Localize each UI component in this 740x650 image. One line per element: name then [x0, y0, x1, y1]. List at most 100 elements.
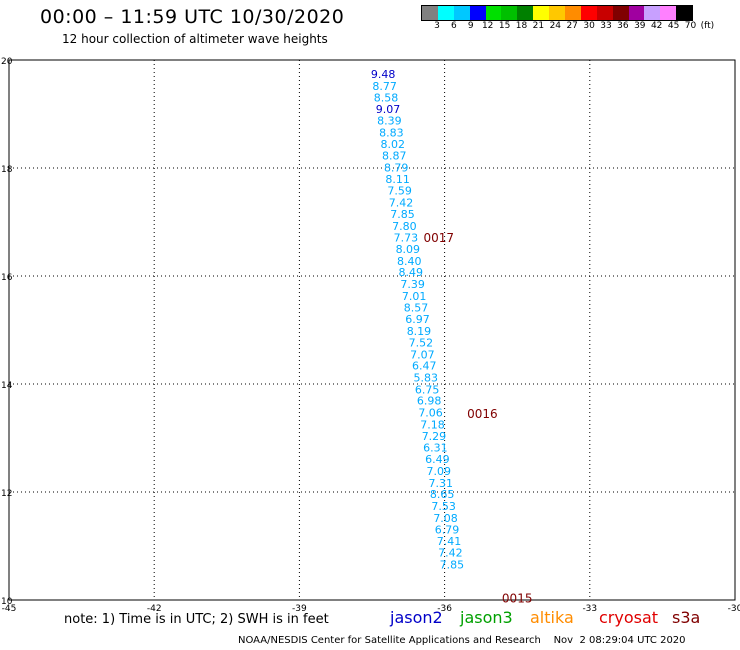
wave-height-value: 7.53: [431, 500, 456, 513]
wave-height-value: 7.09: [427, 465, 452, 478]
chart-title: 00:00 – 11:59 UTC 10/30/2020: [40, 6, 345, 28]
color-legend-label: 6: [451, 21, 457, 31]
color-swatch: [422, 6, 438, 20]
color-legend-label: 42: [650, 21, 663, 31]
legend-jason2: jason2: [390, 608, 443, 627]
wave-height-value: 6.97: [405, 313, 430, 326]
color-swatch: [644, 6, 661, 20]
wave-height-value: 9.07: [376, 103, 401, 116]
color-swatch: [469, 6, 486, 20]
color-legend-label: 21: [532, 21, 545, 31]
wave-height-value: 7.85: [390, 208, 415, 221]
wave-height-value: 8.58: [374, 91, 399, 104]
wave-height-value: 7.29: [422, 430, 447, 443]
y-tick-label: 12: [1, 489, 12, 499]
color-legend-label: 30: [583, 21, 595, 31]
wave-height-value: 8.39: [377, 114, 402, 127]
color-swatch: [676, 6, 693, 20]
y-tick-label: 20: [1, 57, 13, 67]
wave-height-value: 7.31: [428, 477, 453, 490]
credit-line: NOAA/NESDIS Center for Satellite Applica…: [238, 635, 686, 646]
color-legend-label: (ft): [700, 21, 715, 31]
wave-height-value: 8.57: [404, 301, 429, 314]
x-tick-label: -45: [2, 604, 17, 614]
wave-height-value: 6.49: [425, 453, 450, 466]
color-legend-label: 45: [667, 21, 680, 31]
wave-height-value: 6.98: [417, 395, 442, 408]
wave-height-value: 8.87: [382, 150, 407, 163]
pass-time-label: 0016: [467, 407, 498, 421]
wave-height-value: 7.59: [387, 185, 412, 198]
color-legend-bar: [421, 5, 694, 21]
color-legend-label: 24: [549, 21, 562, 31]
map-frame: [8, 59, 736, 601]
x-tick-label: -33: [582, 604, 597, 614]
wave-height-value: 8.02: [381, 138, 406, 151]
wave-height-value: 7.42: [438, 546, 463, 559]
x-tick-label: -42: [147, 604, 162, 614]
wave-height-value: 9.48: [371, 68, 396, 81]
wave-height-value: 7.73: [394, 232, 419, 245]
color-legend-label: 70: [684, 21, 697, 31]
legend-cryosat: cryosat: [599, 608, 659, 627]
wave-height-value: 7.08: [433, 512, 458, 525]
wave-height-value: 8.19: [407, 325, 432, 338]
wave-height-value: 7.07: [410, 348, 435, 361]
footer-note: note: 1) Time is in UTC; 2) SWH is in fe…: [64, 612, 329, 627]
color-swatch: [612, 6, 629, 20]
wave-height-value: 6.47: [412, 360, 437, 373]
y-tick-label: 18: [1, 165, 13, 175]
pass-time-label: 0017: [424, 231, 455, 245]
wave-height-value: 7.85: [440, 558, 465, 571]
color-swatch: [565, 6, 581, 20]
wave-height-value: 8.49: [398, 266, 423, 279]
wave-height-value: 8.09: [396, 243, 421, 256]
wave-height-value: 7.42: [389, 197, 414, 210]
wave-height-value: 7.52: [409, 336, 434, 349]
wave-height-value: 6.75: [415, 383, 440, 396]
x-tick-label: -39: [292, 604, 307, 614]
color-swatch: [485, 6, 502, 20]
color-swatch: [660, 6, 677, 20]
pass-time-label: 0015: [502, 591, 533, 605]
wave-height-value: 6.31: [423, 442, 448, 455]
y-tick-label: 16: [1, 273, 13, 283]
color-swatch: [596, 6, 613, 20]
color-legend-label: 15: [498, 21, 511, 31]
wave-height-value: 7.01: [402, 290, 427, 303]
wave-height-value: 7.39: [400, 278, 425, 291]
y-tick-label: 10: [1, 597, 13, 607]
color-legend-label: 36: [617, 21, 629, 31]
color-legend-label: 33: [600, 21, 612, 31]
color-legend-label: 12: [481, 21, 494, 31]
y-tick-label: 14: [1, 381, 13, 391]
x-tick-label: -36: [437, 604, 452, 614]
color-legend-label: 9: [467, 21, 474, 31]
wave-height-value: 6.79: [435, 523, 460, 536]
wave-height-value: 8.83: [379, 126, 404, 139]
color-swatch: [628, 6, 645, 20]
color-swatch: [453, 6, 470, 20]
wave-height-value: 7.18: [420, 419, 445, 432]
wave-height-value: 8.11: [385, 173, 410, 186]
wave-height-value: 7.80: [392, 220, 417, 233]
color-swatch: [501, 6, 518, 20]
legend-altika: altika: [530, 608, 574, 627]
wave-height-value: 8.65: [430, 488, 455, 501]
legend-jason3: jason3: [460, 608, 513, 627]
x-tick-label: -30: [728, 604, 740, 614]
wave-height-value: 8.40: [397, 255, 422, 268]
color-swatch: [437, 6, 454, 20]
wave-height-value: 5.83: [413, 372, 438, 385]
color-swatch: [580, 6, 597, 20]
wave-height-value: 8.79: [384, 161, 409, 174]
color-legend-label: 27: [566, 21, 578, 31]
color-swatch: [549, 6, 566, 20]
color-swatch: [533, 6, 550, 20]
chart-subtitle: 12 hour collection of altimeter wave hei…: [62, 32, 328, 46]
legend-s3a: s3a: [672, 608, 701, 627]
wave-height-value: 7.41: [437, 535, 462, 548]
wave-height-value: 7.06: [418, 407, 443, 420]
color-legend-labels: 3 6 9 12 15 18 21 24 27 30 33 36 39 42 45 70 (ft): [421, 21, 740, 35]
